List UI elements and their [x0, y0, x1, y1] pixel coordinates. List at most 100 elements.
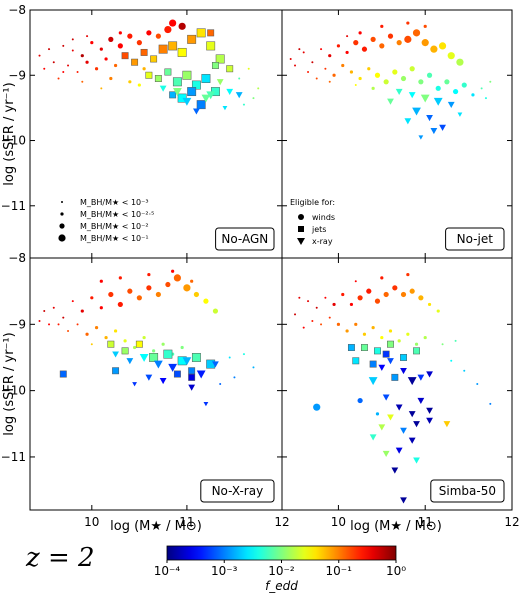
- data-point: [178, 22, 186, 30]
- data-point: [212, 308, 219, 314]
- data-point: [406, 332, 410, 336]
- data-point: [187, 34, 197, 44]
- data-point: [94, 326, 99, 330]
- data-point: [383, 79, 389, 85]
- data-point: [347, 344, 355, 351]
- x-tick-label: 12: [504, 515, 519, 529]
- data-point: [457, 112, 463, 117]
- data-point: [400, 497, 407, 504]
- data-point: [127, 288, 133, 294]
- data-point: [247, 67, 250, 70]
- data-point: [172, 77, 182, 87]
- data-point: [155, 33, 161, 39]
- data-point: [191, 80, 201, 90]
- y-tick-label: −9: [8, 68, 26, 82]
- colorbar-tick-label: 10⁻²: [268, 564, 295, 578]
- data-point: [67, 64, 70, 67]
- data-point: [378, 364, 386, 371]
- data-point: [147, 272, 151, 277]
- data-point: [369, 434, 377, 441]
- colorbar-tick-label: 10⁻³: [211, 564, 238, 578]
- data-point: [433, 97, 443, 106]
- data-point: [289, 57, 292, 60]
- data-point: [215, 54, 225, 64]
- panel-simba-50: Simba-50: [281, 257, 513, 511]
- data-point: [169, 19, 177, 27]
- data-point: [90, 41, 94, 45]
- data-point: [371, 326, 375, 330]
- data-point: [193, 108, 200, 115]
- data-point: [201, 74, 211, 83]
- data-point: [328, 80, 331, 83]
- data-point: [471, 93, 475, 97]
- data-point: [171, 269, 175, 273]
- data-point: [117, 43, 123, 49]
- marker-legend-symbol: [298, 226, 304, 232]
- y-tick-label: −10: [1, 134, 26, 148]
- marker-legend-label: winds: [312, 213, 335, 222]
- data-point: [108, 36, 114, 42]
- data-point: [397, 339, 401, 343]
- data-point: [441, 343, 444, 346]
- data-point: [226, 65, 234, 73]
- data-point: [324, 67, 327, 70]
- data-point: [233, 376, 236, 379]
- data-point: [118, 31, 122, 35]
- size-legend-label: M_BH/M★ < 10⁻²: [80, 222, 149, 231]
- data-point: [121, 347, 129, 355]
- data-point: [298, 48, 301, 51]
- panel-tag: No-AGN: [221, 232, 268, 246]
- panel-tag: Simba-50: [439, 484, 496, 498]
- marker-legend-symbol: [298, 214, 304, 220]
- data-point: [380, 276, 384, 280]
- data-point: [190, 279, 194, 283]
- data-point: [370, 36, 376, 42]
- data-point: [313, 403, 321, 411]
- data-point: [90, 296, 94, 300]
- size-legend-marker: [60, 212, 64, 216]
- data-point: [235, 92, 243, 99]
- data-point: [307, 300, 310, 303]
- data-point: [336, 44, 341, 48]
- data-point: [489, 402, 492, 405]
- data-point: [76, 323, 79, 326]
- data-point: [332, 73, 336, 77]
- data-point: [406, 21, 410, 25]
- y-tick-label: −9: [8, 317, 26, 331]
- data-point: [463, 369, 466, 372]
- data-point: [80, 309, 84, 313]
- panel-frame: [29, 257, 283, 511]
- data-point: [164, 25, 172, 34]
- data-point: [421, 39, 429, 47]
- size-legend-marker: [61, 201, 63, 203]
- data-point: [349, 70, 354, 74]
- data-point: [430, 45, 438, 53]
- data-point: [142, 335, 146, 340]
- data-point: [387, 98, 394, 105]
- data-point: [435, 85, 441, 91]
- data-point: [188, 373, 196, 381]
- panel-tag: No-jet: [457, 232, 494, 246]
- data-point: [172, 88, 182, 96]
- data-point: [353, 40, 359, 46]
- data-point: [142, 67, 146, 71]
- data-point: [336, 322, 341, 326]
- data-point: [438, 42, 447, 50]
- data-point: [452, 88, 459, 95]
- data-point: [369, 360, 377, 368]
- data-point: [391, 467, 399, 474]
- data-point: [38, 320, 41, 322]
- data-point: [315, 306, 318, 309]
- x-axis-label: log (M★ / M⊙): [350, 519, 442, 534]
- x-axis-label: log (M★ / M⊙): [110, 519, 202, 534]
- data-point: [216, 79, 224, 86]
- data-point: [140, 48, 148, 56]
- data-point: [414, 342, 419, 346]
- data-point: [320, 323, 323, 326]
- x-tick-label: 10: [331, 515, 346, 529]
- data-point: [118, 276, 122, 280]
- y-tick-label: −8: [8, 251, 26, 265]
- data-point: [418, 295, 424, 301]
- data-point: [99, 306, 103, 310]
- data-point: [426, 72, 433, 78]
